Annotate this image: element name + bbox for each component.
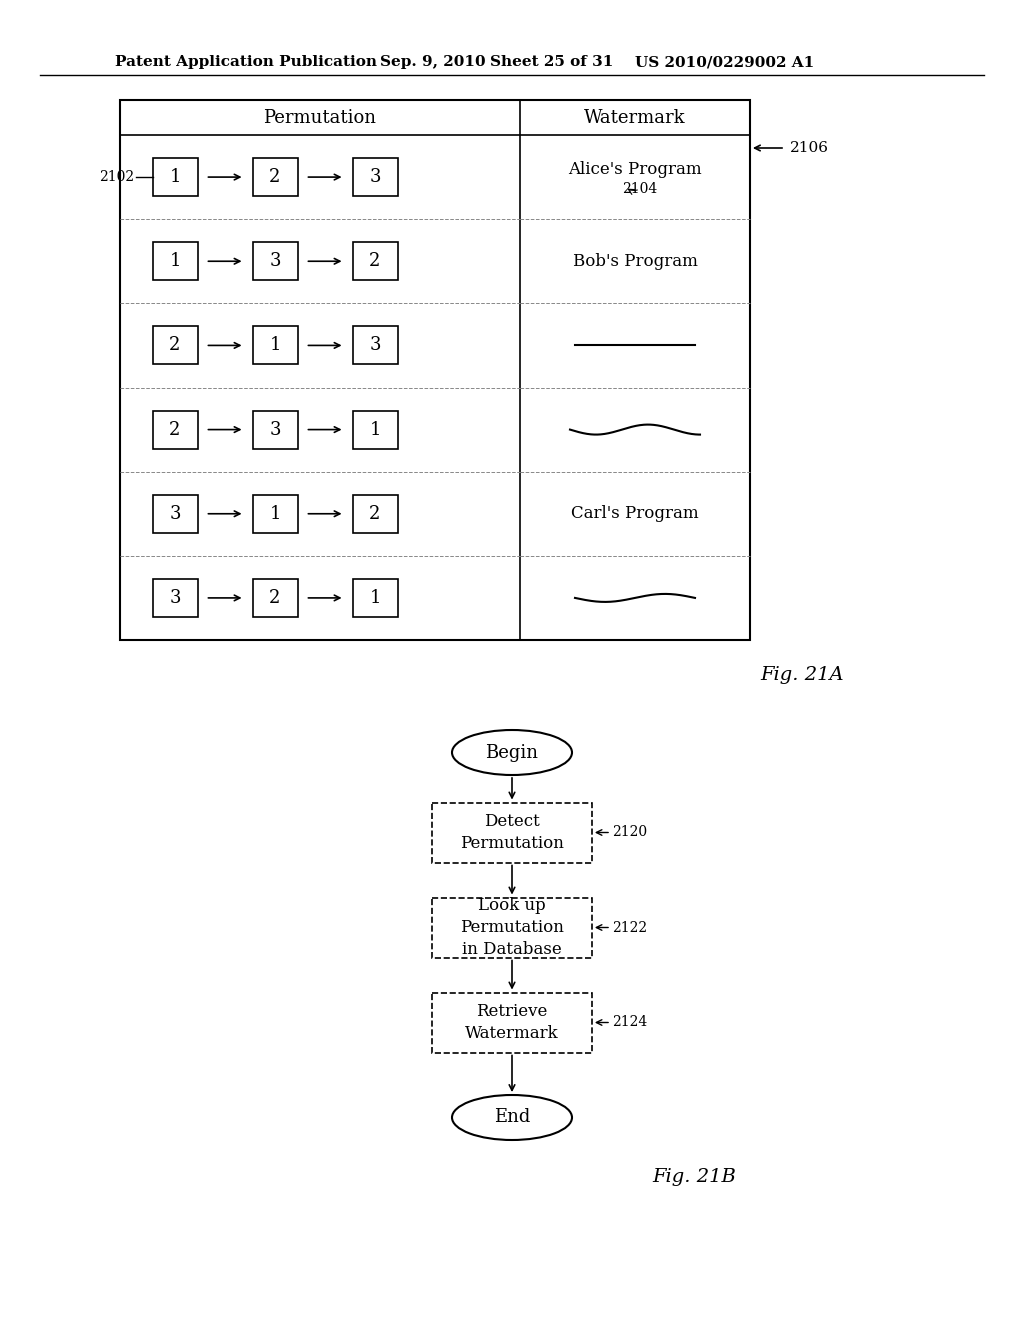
Bar <box>253 579 298 616</box>
Bar <box>153 243 198 280</box>
Text: Bob's Program: Bob's Program <box>572 252 697 269</box>
Bar <box>153 495 198 533</box>
Text: Look up
Permutation
in Database: Look up Permutation in Database <box>460 896 564 958</box>
Bar <box>120 100 750 640</box>
Text: 2: 2 <box>370 504 381 523</box>
Bar <box>253 243 298 280</box>
Bar <box>352 411 397 449</box>
Text: 3: 3 <box>269 252 281 271</box>
Text: 1: 1 <box>370 589 381 607</box>
Text: 3: 3 <box>169 504 181 523</box>
Text: End: End <box>494 1109 530 1126</box>
Bar <box>432 898 592 957</box>
Text: Watermark: Watermark <box>584 110 686 127</box>
Text: Alice's Program: Alice's Program <box>568 161 701 178</box>
Text: Detect
Permutation: Detect Permutation <box>460 813 564 853</box>
Text: 2: 2 <box>370 252 381 271</box>
Text: US 2010/0229002 A1: US 2010/0229002 A1 <box>635 55 814 69</box>
Text: 2120: 2120 <box>612 825 647 840</box>
Text: 2122: 2122 <box>612 920 647 935</box>
Text: Fig. 21A: Fig. 21A <box>760 667 844 684</box>
Text: 2: 2 <box>269 589 281 607</box>
Text: 2104: 2104 <box>623 182 657 197</box>
Text: 2: 2 <box>269 168 281 186</box>
Bar <box>153 411 198 449</box>
Ellipse shape <box>452 730 572 775</box>
Bar <box>352 158 397 197</box>
Text: Permutation: Permutation <box>263 110 377 127</box>
Text: 2: 2 <box>169 421 180 438</box>
Bar <box>253 495 298 533</box>
Text: Retrieve
Watermark: Retrieve Watermark <box>465 1003 559 1041</box>
Bar <box>253 411 298 449</box>
Text: 2102: 2102 <box>99 170 134 183</box>
Text: 2: 2 <box>169 337 180 354</box>
Bar <box>153 326 198 364</box>
Text: 1: 1 <box>169 252 181 271</box>
Text: 3: 3 <box>370 337 381 354</box>
Text: 3: 3 <box>269 421 281 438</box>
Bar <box>153 158 198 197</box>
Text: 2124: 2124 <box>612 1015 647 1030</box>
Text: Begin: Begin <box>485 743 539 762</box>
Text: Carl's Program: Carl's Program <box>571 506 698 523</box>
Bar <box>352 326 397 364</box>
Ellipse shape <box>452 1096 572 1140</box>
Bar <box>352 243 397 280</box>
Text: Patent Application Publication: Patent Application Publication <box>115 55 377 69</box>
Bar <box>432 803 592 862</box>
Bar <box>432 993 592 1052</box>
Bar <box>352 495 397 533</box>
Bar <box>253 158 298 197</box>
Text: Sheet 25 of 31: Sheet 25 of 31 <box>490 55 613 69</box>
Text: 1: 1 <box>269 337 281 354</box>
Text: 3: 3 <box>169 589 181 607</box>
Text: Sep. 9, 2010: Sep. 9, 2010 <box>380 55 485 69</box>
Bar <box>352 579 397 616</box>
Text: Fig. 21B: Fig. 21B <box>652 1168 736 1187</box>
Text: 3: 3 <box>370 168 381 186</box>
Text: 1: 1 <box>370 421 381 438</box>
Text: 1: 1 <box>269 504 281 523</box>
Text: 2106: 2106 <box>790 141 829 154</box>
Bar <box>253 326 298 364</box>
Bar <box>153 579 198 616</box>
Text: 1: 1 <box>169 168 181 186</box>
